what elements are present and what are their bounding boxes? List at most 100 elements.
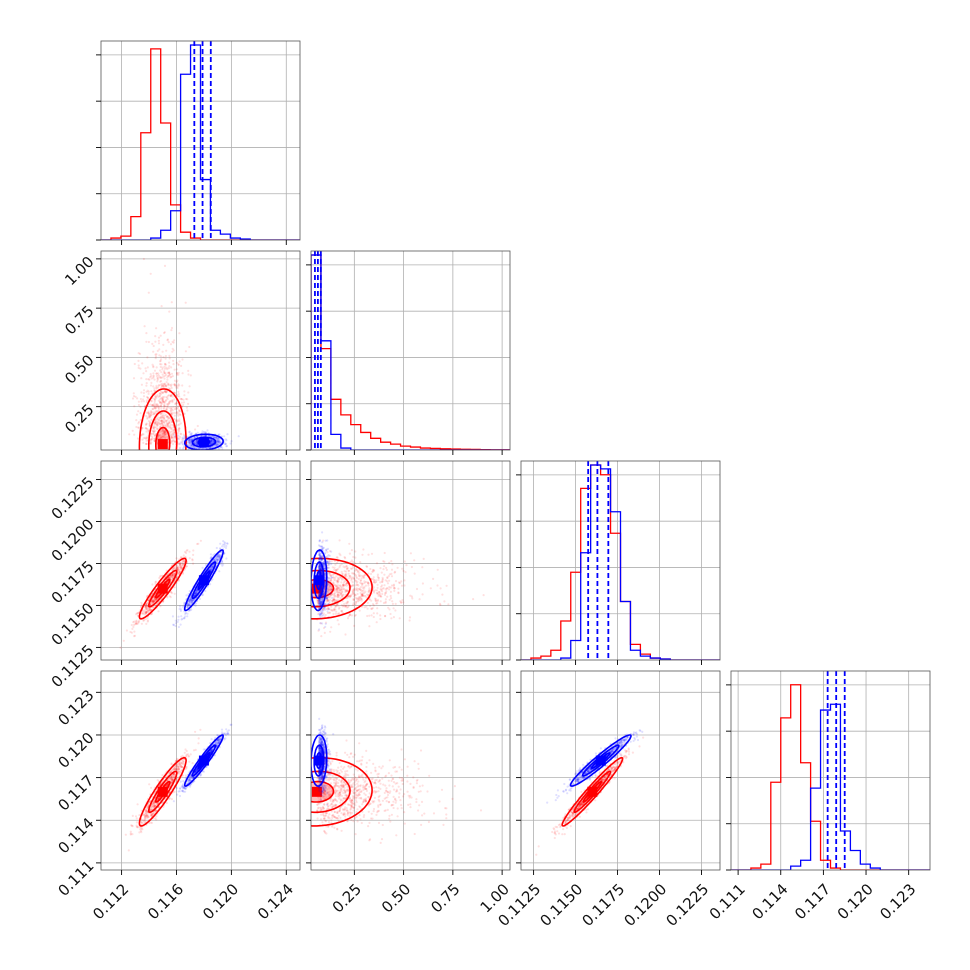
scatter-point — [377, 578, 380, 582]
scatter-point — [439, 603, 442, 607]
scatter-point — [319, 564, 322, 568]
contour-blue — [183, 549, 224, 612]
scatter-point — [179, 565, 182, 568]
scatter-point — [215, 558, 218, 561]
scatter-point — [162, 385, 165, 388]
scatter-point — [160, 386, 163, 389]
scatter-point — [321, 593, 325, 596]
scatter-point — [167, 384, 170, 387]
scatter-point — [187, 373, 190, 376]
scatter-point — [179, 435, 182, 439]
scatter-point — [332, 608, 336, 611]
scatter-point — [195, 440, 198, 443]
scatter-point — [445, 584, 448, 587]
scatter-point — [188, 438, 192, 441]
scatter-point — [157, 435, 160, 438]
scatter-point — [160, 376, 163, 379]
scatter-point — [318, 557, 321, 560]
scatter-point — [352, 560, 355, 564]
scatter-point — [349, 613, 352, 616]
scatter-point — [146, 607, 149, 610]
scatter-point — [159, 434, 162, 437]
scatter-point — [220, 441, 223, 444]
scatter-point — [357, 577, 360, 581]
scatter-point — [171, 375, 174, 378]
scatter-point — [369, 572, 373, 576]
scatter-point — [189, 598, 192, 601]
scatter-point — [163, 429, 166, 432]
scatter-point — [365, 565, 369, 568]
scatter-point — [190, 444, 193, 447]
scatter-point — [163, 382, 166, 385]
scatter-point — [402, 601, 405, 604]
scatter-point — [177, 579, 180, 582]
scatter-point — [336, 589, 339, 592]
scatter-point — [148, 413, 151, 416]
scatter-point — [326, 599, 329, 602]
scatter-point — [379, 614, 382, 617]
scatter-point — [153, 596, 156, 599]
scatter-point — [162, 414, 165, 417]
scatter-point — [154, 599, 157, 602]
scatter-point — [161, 415, 164, 418]
scatter-point — [194, 592, 197, 595]
scatter-point — [162, 397, 165, 400]
scatter-point — [161, 373, 164, 376]
scatter-point — [194, 440, 197, 443]
scatter-point — [148, 422, 151, 425]
grid — [311, 251, 510, 450]
scatter-point — [325, 600, 328, 603]
scatter-point — [169, 394, 172, 398]
scatter-point — [158, 421, 161, 424]
scatter-point — [161, 428, 164, 431]
scatter-point — [171, 573, 175, 576]
scatter-point — [174, 402, 177, 405]
scatter-point — [325, 596, 328, 600]
scatter-point — [394, 570, 397, 574]
scatter-point — [146, 619, 150, 622]
scatter-point — [398, 617, 401, 620]
scatter-point — [356, 583, 359, 586]
scatter-point — [342, 604, 345, 607]
scatter-point — [335, 569, 338, 572]
scatter-point — [162, 375, 165, 378]
scatter-point — [157, 372, 160, 375]
scatter-point — [333, 600, 336, 603]
scatter-point — [386, 580, 389, 583]
scatter-point — [133, 433, 136, 436]
scatter-point — [179, 413, 182, 417]
scatter-point — [168, 576, 171, 579]
scatter-point — [372, 578, 375, 581]
scatter-point — [340, 589, 343, 592]
scatter-point — [140, 622, 143, 625]
scatter-point — [381, 590, 384, 593]
scatter-point — [185, 565, 188, 568]
scatter-point — [185, 435, 188, 439]
scatter-point — [163, 421, 166, 424]
scatter-point — [133, 620, 136, 623]
scatter-point — [175, 410, 179, 414]
scatter-point — [345, 565, 348, 568]
scatter-point — [195, 590, 198, 593]
scatter-point — [189, 599, 192, 603]
scatter-point — [145, 603, 148, 606]
scatter-point — [370, 607, 373, 610]
scatter-point — [181, 358, 184, 361]
scatter-point — [319, 590, 322, 593]
scatter-point — [353, 603, 356, 606]
scatter-point — [209, 568, 213, 571]
scatter-point — [215, 440, 219, 444]
scatter-point — [145, 423, 148, 426]
scatter-point — [347, 615, 350, 618]
scatter-point — [161, 399, 164, 402]
scatter-point — [156, 410, 159, 413]
panel-frame — [100, 250, 301, 451]
scatter-point — [166, 396, 169, 399]
scatter-point — [320, 635, 323, 638]
scatter-point — [359, 586, 362, 589]
scatter-point — [375, 579, 378, 582]
scatter-point — [222, 540, 225, 543]
scatter-point — [396, 566, 399, 569]
scatter-point — [381, 578, 384, 581]
scatter-point — [185, 406, 188, 409]
